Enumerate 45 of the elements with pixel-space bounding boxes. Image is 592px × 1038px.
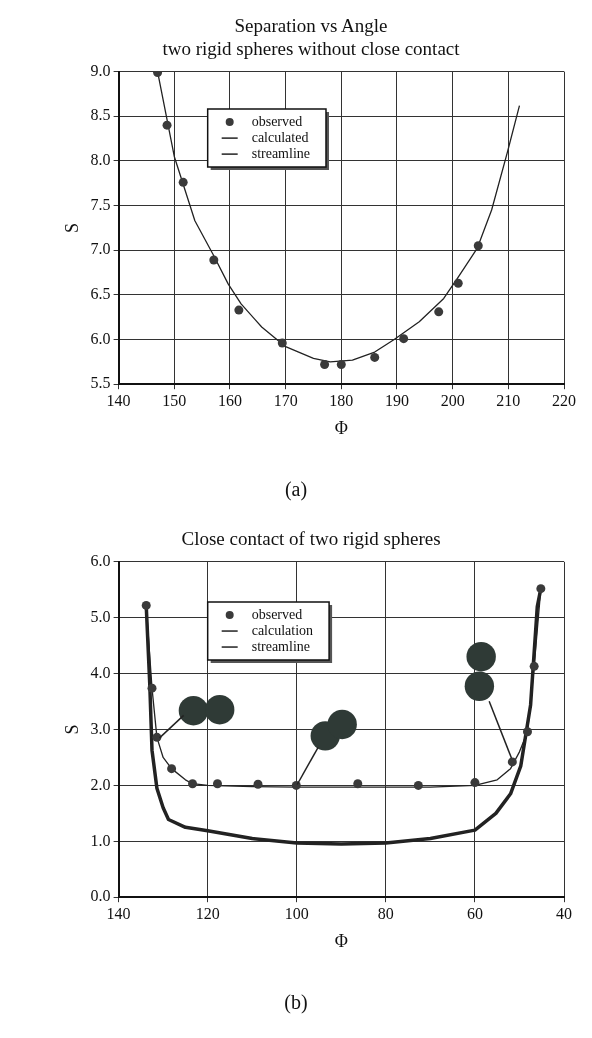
y-tick-label: 6.0 (90, 552, 111, 569)
y-tick-label: 5.5 (90, 374, 111, 392)
chart-subtitle: two rigid spheres without close contact (162, 38, 461, 60)
legend-label: calculation (251, 622, 314, 638)
x-tick-label: 100 (284, 905, 309, 922)
y-tick-label: 4.0 (90, 663, 111, 681)
text: (a) (283, 477, 309, 503)
chart-title: Separation vs Angle (234, 15, 388, 37)
x-tick-label: 210 (496, 392, 521, 409)
y-tick-label: 1.0 (90, 831, 111, 849)
x-tick-label: 80 (377, 905, 394, 922)
x-tick-label: 140 (106, 392, 131, 409)
y-tick-label: 3.0 (90, 719, 111, 737)
legend-label: calculated (251, 129, 309, 145)
legend-label: streamline (251, 145, 310, 161)
x-tick-label: 120 (195, 905, 220, 922)
x-tick-label: 160 (217, 392, 242, 409)
legend-label: observed (251, 113, 303, 129)
y-tick-label: 2.0 (90, 775, 111, 793)
x-tick-label: 190 (384, 392, 409, 409)
y-tick-label: 8.0 (90, 151, 111, 169)
x-tick-label: 220 (552, 392, 576, 409)
legend-label: streamline (251, 638, 310, 654)
x-tick-label: 40 (556, 905, 572, 922)
x-tick-label: 170 (273, 392, 298, 409)
y-tick-label: 0.0 (90, 887, 111, 905)
x-axis-title: Φ (334, 930, 348, 951)
x-tick-label: 140 (106, 905, 131, 922)
text: (b) (283, 990, 309, 1015)
x-tick-label: 150 (162, 392, 187, 409)
x-tick-label: 60 (466, 905, 483, 922)
y-tick-label: 7.0 (90, 240, 111, 258)
y-tick-label: 7.5 (90, 195, 111, 213)
y-tick-label: 5.0 (90, 607, 111, 625)
y-tick-label: 9.0 (90, 61, 111, 79)
x-tick-label: 180 (329, 392, 354, 409)
y-axis-title: S (61, 222, 82, 233)
y-tick-label: 6.5 (90, 285, 111, 303)
y-axis-title: S (61, 724, 82, 735)
chart-title: Close contact of two rigid spheres (181, 528, 441, 550)
x-tick-label: 200 (440, 392, 465, 409)
legend-label: observed (251, 606, 303, 622)
y-tick-label: 8.5 (90, 106, 111, 124)
y-tick-label: 6.0 (90, 329, 111, 347)
x-axis-title: Φ (334, 417, 348, 438)
